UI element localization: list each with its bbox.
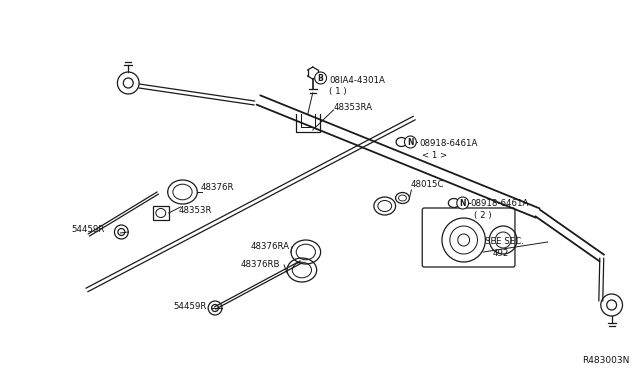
Text: SEE SEC.: SEE SEC.	[485, 237, 524, 246]
Text: 54459R: 54459R	[173, 302, 207, 311]
Text: < 1 >: < 1 >	[422, 151, 447, 160]
Text: 492: 492	[492, 249, 509, 258]
Text: 48376RB: 48376RB	[241, 260, 280, 269]
Circle shape	[315, 72, 326, 84]
Text: 48015C: 48015C	[410, 180, 444, 189]
Text: N: N	[460, 199, 466, 208]
Text: R483003N: R483003N	[582, 356, 629, 365]
Text: ( 1 ): ( 1 )	[330, 87, 347, 96]
Text: B: B	[317, 74, 323, 83]
Circle shape	[404, 136, 416, 148]
Circle shape	[457, 197, 468, 209]
Text: 08IA4-4301A: 08IA4-4301A	[330, 76, 385, 85]
Text: 48353R: 48353R	[179, 206, 212, 215]
Text: 08918-6461A: 08918-6461A	[419, 139, 477, 148]
Text: 08918-6461A: 08918-6461A	[470, 199, 529, 208]
Text: 48376R: 48376R	[200, 183, 234, 192]
Text: 48376RA: 48376RA	[251, 242, 289, 251]
Text: 54459R: 54459R	[71, 225, 104, 234]
Bar	[153, 206, 169, 220]
Text: N: N	[407, 138, 413, 147]
Text: ( 2 ): ( 2 )	[474, 211, 491, 220]
Text: 48353RA: 48353RA	[333, 103, 372, 112]
